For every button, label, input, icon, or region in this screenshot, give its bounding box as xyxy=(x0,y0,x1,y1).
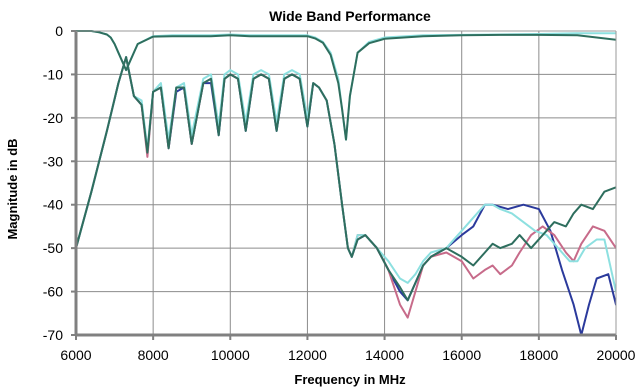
x-tick-label: 12000 xyxy=(288,347,327,363)
x-tick-label: 18000 xyxy=(519,347,558,363)
series-line-5 xyxy=(76,30,616,141)
x-tick-label: 6000 xyxy=(60,347,91,363)
y-axis-label: Magnitude in dB xyxy=(5,138,20,239)
series-line-4 xyxy=(76,56,616,302)
y-tick-label: -10 xyxy=(43,66,63,82)
gridlines xyxy=(76,31,616,335)
y-tick-label: -60 xyxy=(43,284,63,300)
y-tick-label: -20 xyxy=(43,110,63,126)
x-axis-label: Frequency in MHz xyxy=(294,372,406,387)
y-tick-label: 0 xyxy=(55,23,63,39)
y-tick-label: -40 xyxy=(43,197,63,213)
series-line-3 xyxy=(76,56,616,293)
x-tick-label: 14000 xyxy=(365,347,404,363)
x-tick-label: 8000 xyxy=(138,347,169,363)
series-line-1 xyxy=(76,56,616,336)
y-tick-label: -30 xyxy=(43,153,63,169)
x-tick-label: 20000 xyxy=(597,347,636,363)
x-tick-label: 10000 xyxy=(211,347,250,363)
tick-labels: 6000 8000 10000 12000 14000 16000 18000 20000 0 -… xyxy=(43,23,636,363)
series-line-6 xyxy=(76,30,616,141)
series-lines xyxy=(76,30,616,336)
y-tick-label: -70 xyxy=(43,327,63,343)
series-line-2 xyxy=(76,56,616,319)
axes xyxy=(71,30,617,340)
chart-title: Wide Band Performance xyxy=(269,8,431,24)
x-tick-label: 16000 xyxy=(442,347,481,363)
y-tick-label: -50 xyxy=(43,240,63,256)
